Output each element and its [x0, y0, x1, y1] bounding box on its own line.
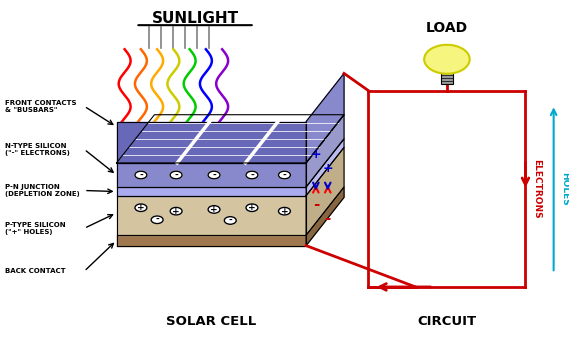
Text: -: -: [283, 170, 286, 180]
Polygon shape: [306, 115, 344, 187]
Text: -: -: [313, 197, 319, 212]
Circle shape: [170, 208, 182, 215]
Polygon shape: [306, 187, 344, 246]
Circle shape: [278, 171, 290, 179]
Text: CIRCUIT: CIRCUIT: [418, 315, 476, 328]
Circle shape: [224, 217, 236, 224]
Text: +: +: [311, 148, 321, 161]
Text: P-TYPE SILICON
("+" HOLES): P-TYPE SILICON ("+" HOLES): [6, 222, 66, 235]
Text: P-N JUNCTION
(DEPLETION ZONE): P-N JUNCTION (DEPLETION ZONE): [6, 184, 80, 197]
Text: +: +: [172, 206, 180, 216]
Text: -: -: [228, 216, 232, 225]
Circle shape: [246, 171, 258, 179]
Circle shape: [424, 45, 469, 74]
Circle shape: [246, 204, 258, 211]
Text: +: +: [248, 203, 255, 212]
Text: FRONT CONTACTS
& "BUSBARS": FRONT CONTACTS & "BUSBARS": [6, 100, 77, 113]
Text: N-TYPE SILICON
("-" ELECTRONS): N-TYPE SILICON ("-" ELECTRONS): [6, 143, 71, 156]
Text: LOAD: LOAD: [426, 21, 468, 35]
Text: -: -: [139, 170, 143, 180]
Polygon shape: [306, 139, 344, 196]
Text: -: -: [155, 215, 159, 224]
FancyBboxPatch shape: [441, 72, 453, 84]
Text: HOLES: HOLES: [560, 172, 569, 206]
Circle shape: [278, 208, 290, 215]
Text: +: +: [281, 206, 288, 216]
Circle shape: [208, 206, 220, 213]
Text: -: -: [174, 170, 178, 180]
Text: +: +: [210, 205, 218, 214]
Circle shape: [135, 204, 147, 211]
Polygon shape: [117, 187, 306, 196]
Polygon shape: [117, 235, 306, 246]
Text: ELECTRONS: ELECTRONS: [532, 159, 541, 219]
Polygon shape: [117, 121, 306, 163]
Circle shape: [208, 171, 220, 179]
Circle shape: [170, 171, 182, 179]
Polygon shape: [117, 196, 306, 235]
Polygon shape: [117, 163, 306, 187]
Text: -: -: [250, 170, 254, 180]
Text: BACK CONTACT: BACK CONTACT: [6, 268, 66, 274]
Circle shape: [151, 216, 163, 224]
Circle shape: [135, 171, 147, 179]
Polygon shape: [306, 147, 344, 235]
Text: +: +: [137, 203, 145, 212]
Text: SOLAR CELL: SOLAR CELL: [166, 315, 257, 328]
Text: SUNLIGHT: SUNLIGHT: [151, 12, 238, 26]
Polygon shape: [306, 74, 344, 163]
Text: -: -: [212, 170, 216, 180]
Text: -: -: [324, 211, 331, 225]
Text: +: +: [323, 162, 333, 175]
